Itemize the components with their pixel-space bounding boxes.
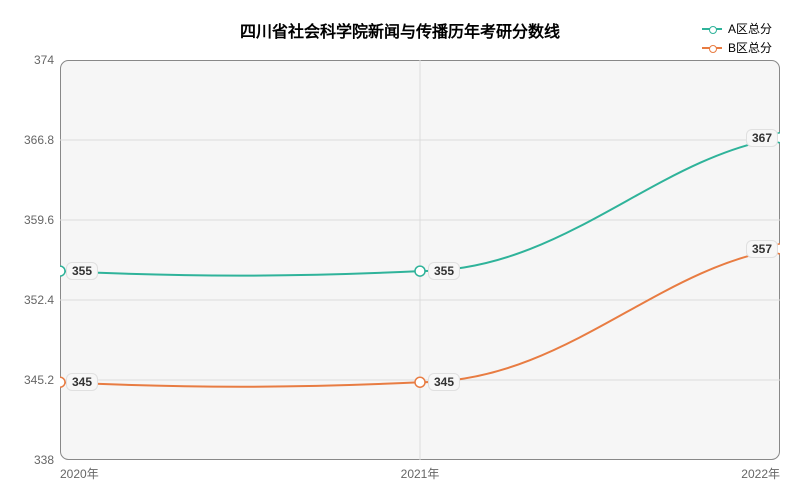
data-label: 355 xyxy=(428,262,460,280)
plot-area xyxy=(60,60,780,460)
y-tick-label: 345.2 xyxy=(18,373,54,387)
legend-item-b: B区总分 xyxy=(702,39,772,56)
y-tick-label: 366.8 xyxy=(18,133,54,147)
x-tick-label: 2021年 xyxy=(401,465,440,482)
y-tick-label: 352.4 xyxy=(18,293,54,307)
legend-swatch-a xyxy=(702,28,722,30)
legend-label-b: B区总分 xyxy=(728,39,772,56)
x-tick-label: 2020年 xyxy=(60,465,99,482)
data-label: 345 xyxy=(428,373,460,391)
legend-label-a: A区总分 xyxy=(728,20,772,37)
data-label: 355 xyxy=(66,262,98,280)
y-tick-label: 338 xyxy=(18,453,54,467)
legend-swatch-b xyxy=(702,47,722,49)
data-label: 367 xyxy=(746,129,778,147)
y-tick-label: 374 xyxy=(18,53,54,67)
x-tick-label: 2022年 xyxy=(741,465,780,482)
legend: A区总分 B区总分 xyxy=(702,20,772,58)
y-tick-label: 359.6 xyxy=(18,213,54,227)
chart-title: 四川省社会科学院新闻与传播历年考研分数线 xyxy=(0,18,800,42)
data-label: 357 xyxy=(746,240,778,258)
chart-container: 四川省社会科学院新闻与传播历年考研分数线 A区总分 B区总分 338 345.2 3… xyxy=(0,0,800,500)
data-label: 345 xyxy=(66,373,98,391)
legend-item-a: A区总分 xyxy=(702,20,772,37)
chart-svg xyxy=(60,60,780,460)
